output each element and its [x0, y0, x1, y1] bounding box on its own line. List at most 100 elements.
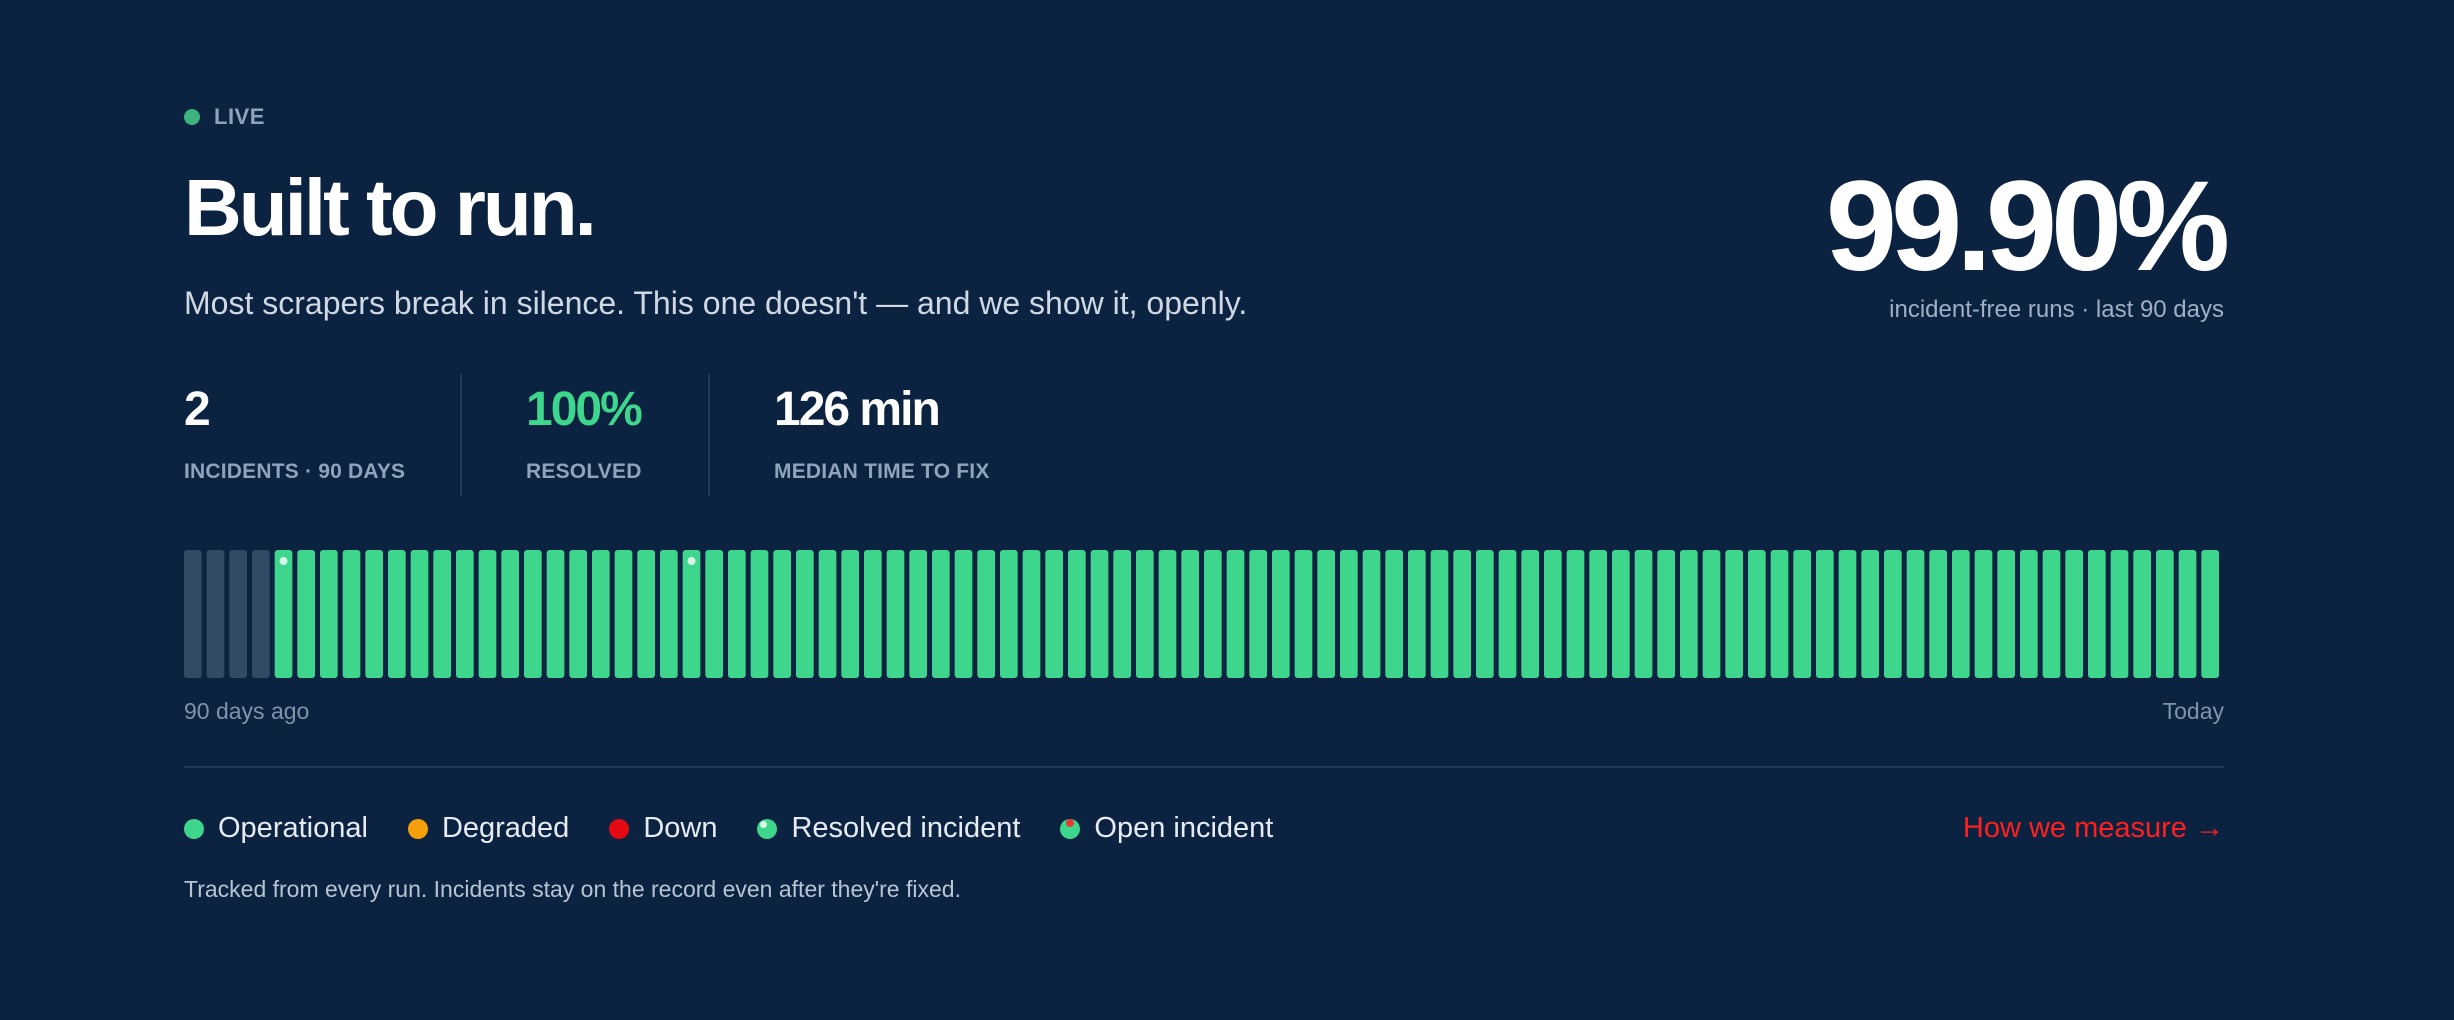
how-we-measure-link[interactable]: How we measure →	[1962, 812, 2224, 844]
timeline-day-operational[interactable]	[478, 550, 497, 678]
timeline-day-operational[interactable]	[1793, 550, 1811, 678]
timeline-day-operational[interactable]	[1362, 550, 1381, 678]
timeline-day-operational[interactable]	[660, 550, 678, 678]
timeline-day-operational[interactable]	[365, 550, 383, 678]
timeline-day-operational[interactable]	[1204, 550, 1222, 678]
timeline-day-operational[interactable]	[2156, 550, 2174, 678]
timeline-day-operational[interactable]	[1022, 550, 1041, 678]
stat-median-fix-label: MEDIAN TIME TO FIX	[774, 460, 990, 483]
timeline-day-operational[interactable]	[297, 550, 315, 678]
timeline-day-operational[interactable]	[2110, 550, 2129, 678]
timeline-day-operational[interactable]	[1158, 550, 1177, 678]
timeline-day-operational[interactable]	[410, 550, 429, 678]
timeline-day-operational[interactable]	[433, 550, 451, 678]
timeline-day-operational[interactable]	[1476, 550, 1494, 678]
timeline-day-operational[interactable]	[1544, 550, 1562, 678]
timeline-day-operational[interactable]	[592, 550, 610, 678]
timeline-day-operational[interactable]	[1997, 550, 2015, 678]
timeline-day-operational[interactable]	[1838, 550, 1857, 678]
legend-item: Resolved incident	[757, 812, 1020, 845]
timeline-day-operational[interactable]	[1884, 550, 1902, 678]
degraded-dot-icon	[407, 818, 428, 839]
timeline-day-operational[interactable]	[2020, 550, 2038, 678]
timeline-day-resolved-incident[interactable]	[274, 550, 293, 678]
timeline-day-operational[interactable]	[1725, 550, 1743, 678]
timeline-day-operational[interactable]	[1657, 550, 1675, 678]
timeline-day-operational[interactable]	[388, 550, 406, 678]
live-label: LIVE	[214, 104, 265, 129]
timeline-day-operational[interactable]	[1906, 550, 1925, 678]
timeline-day-operational[interactable]	[1113, 550, 1131, 678]
timeline-day-operational[interactable]	[954, 550, 973, 678]
uptime-caption: incident-free runs · last 90 days	[1889, 296, 2224, 323]
timeline-day-operational[interactable]	[728, 550, 746, 678]
timeline-day-operational[interactable]	[1952, 550, 1970, 678]
timeline-day-operational[interactable]	[1929, 550, 1947, 678]
timeline-day-operational[interactable]	[1272, 550, 1290, 678]
timeline-day-operational[interactable]	[796, 550, 814, 678]
timeline-day-operational[interactable]	[569, 550, 587, 678]
timeline-day-operational[interactable]	[705, 550, 723, 678]
timeline-day-operational[interactable]	[1566, 550, 1585, 678]
timeline-day-operational[interactable]	[1861, 550, 1879, 678]
timeline-day-operational[interactable]	[932, 550, 950, 678]
timeline-day-operational[interactable]	[614, 550, 633, 678]
timeline-day-operational[interactable]	[1181, 550, 1199, 678]
timeline-day-operational[interactable]	[1045, 550, 1063, 678]
timeline-day-operational[interactable]	[546, 550, 565, 678]
timeline-day-operational[interactable]	[320, 550, 338, 678]
timeline-day-no-data[interactable]	[252, 550, 270, 678]
timeline-day-no-data[interactable]	[229, 550, 247, 678]
timeline-day-operational[interactable]	[456, 550, 474, 678]
timeline-day-operational[interactable]	[1090, 550, 1109, 678]
timeline-day-operational[interactable]	[864, 550, 882, 678]
timeline-day-operational[interactable]	[1068, 550, 1086, 678]
timeline-day-operational[interactable]	[886, 550, 905, 678]
timeline-day-operational[interactable]	[1612, 550, 1630, 678]
timeline-day-operational[interactable]	[1702, 550, 1721, 678]
timeline-day-operational[interactable]	[977, 550, 995, 678]
timeline-day-operational[interactable]	[1294, 550, 1313, 678]
timeline-day-operational[interactable]	[1816, 550, 1834, 678]
timeline-day-operational[interactable]	[637, 550, 655, 678]
timeline-day-operational[interactable]	[2088, 550, 2106, 678]
stat-incidents-label: INCIDENTS · 90 DAYS	[184, 460, 406, 483]
timeline-day-operational[interactable]	[501, 550, 519, 678]
timeline-day-no-data[interactable]	[206, 550, 225, 678]
timeline-day-operational[interactable]	[1430, 550, 1449, 678]
stat-incidents: 2 INCIDENTS · 90 DAYS	[184, 374, 460, 496]
timeline-day-operational[interactable]	[1770, 550, 1789, 678]
timeline-day-operational[interactable]	[841, 550, 859, 678]
timeline-day-operational[interactable]	[1453, 550, 1471, 678]
timeline-day-operational[interactable]	[1634, 550, 1653, 678]
timeline-day-operational[interactable]	[2042, 550, 2061, 678]
stat-median-fix-value: 126 min	[774, 383, 941, 436]
timeline-day-operational[interactable]	[1249, 550, 1267, 678]
timeline-day-no-data[interactable]	[184, 550, 202, 678]
timeline-day-resolved-incident[interactable]	[682, 550, 701, 678]
timeline-day-operational[interactable]	[773, 550, 791, 678]
timeline-start-label: 90 days ago	[184, 698, 310, 724]
timeline-day-operational[interactable]	[1000, 550, 1018, 678]
timeline-day-operational[interactable]	[818, 550, 837, 678]
timeline-day-operational[interactable]	[1226, 550, 1245, 678]
timeline-day-operational[interactable]	[342, 550, 361, 678]
timeline-day-operational[interactable]	[1498, 550, 1517, 678]
timeline-day-operational[interactable]	[750, 550, 769, 678]
timeline-day-operational[interactable]	[2178, 550, 2197, 678]
timeline-day-operational[interactable]	[1748, 550, 1766, 678]
timeline-day-operational[interactable]	[2133, 550, 2151, 678]
timeline-day-operational[interactable]	[909, 550, 927, 678]
timeline-day-operational[interactable]	[1340, 550, 1358, 678]
timeline-day-operational[interactable]	[1385, 550, 1403, 678]
timeline-day-operational[interactable]	[2065, 550, 2083, 678]
timeline-day-operational[interactable]	[1521, 550, 1539, 678]
timeline-day-operational[interactable]	[1974, 550, 1993, 678]
timeline-day-operational[interactable]	[1136, 550, 1154, 678]
timeline-day-operational[interactable]	[2201, 550, 2219, 678]
timeline-day-operational[interactable]	[1317, 550, 1335, 678]
timeline-day-operational[interactable]	[1680, 550, 1698, 678]
timeline-day-operational[interactable]	[524, 550, 542, 678]
timeline-day-operational[interactable]	[1589, 550, 1607, 678]
timeline-day-operational[interactable]	[1408, 550, 1426, 678]
